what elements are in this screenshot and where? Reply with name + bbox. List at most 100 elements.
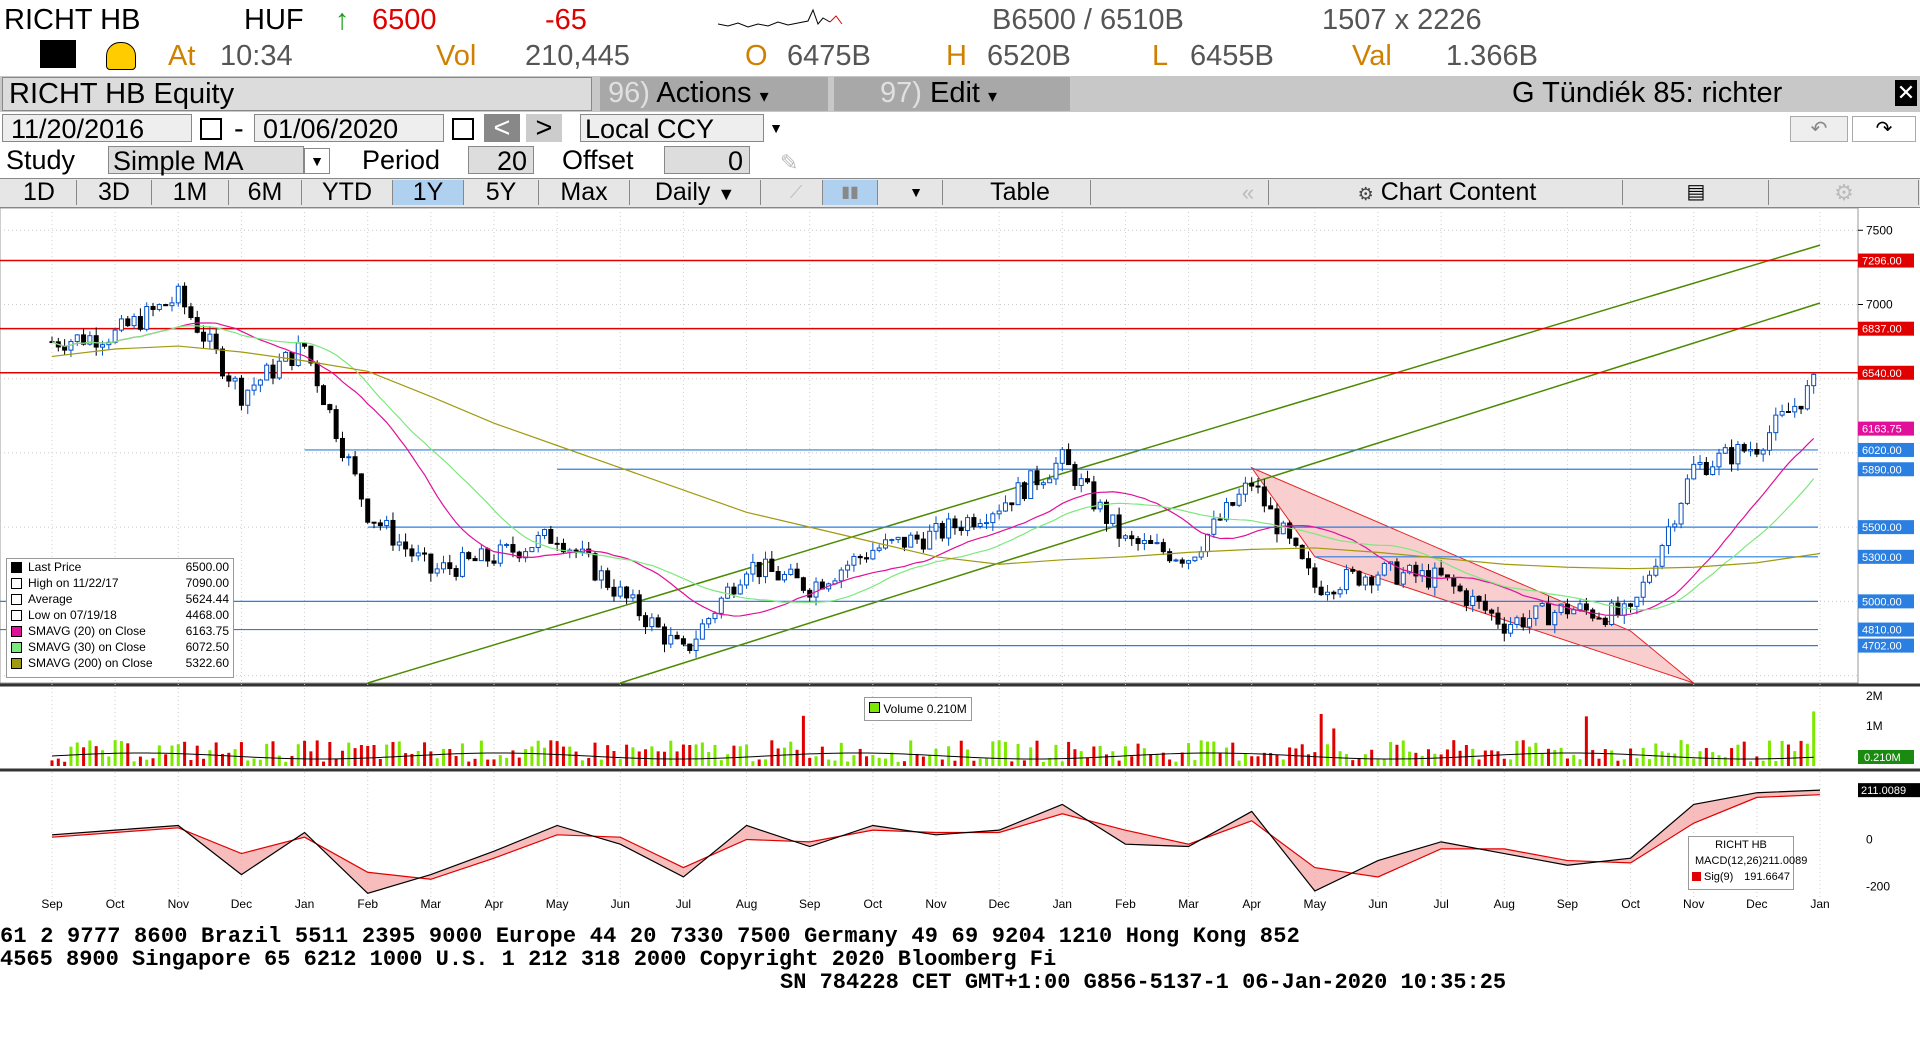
candle xyxy=(523,551,529,559)
candle xyxy=(1495,612,1501,625)
calendar-icon[interactable] xyxy=(452,118,474,140)
candle xyxy=(100,344,106,348)
bar-chart-icon[interactable]: ▮▮ xyxy=(823,180,878,205)
edit-menu[interactable]: 97) Edit ▾ xyxy=(834,77,1070,111)
close-icon[interactable]: ✕ xyxy=(1895,80,1917,106)
chevron-down-icon[interactable]: ▼ xyxy=(769,120,783,136)
volume-bar xyxy=(1477,759,1481,766)
price-tag-label: 6837.00 xyxy=(1862,324,1902,336)
speedometer-icon[interactable] xyxy=(106,42,136,70)
actions-menu[interactable]: 96) Actions ▾ xyxy=(600,77,828,111)
volume-bar xyxy=(902,761,906,766)
chart-content-button[interactable]: ⚙ Chart Content xyxy=(1272,180,1623,205)
monitor-icon[interactable] xyxy=(40,40,76,68)
period-field[interactable]: 20 xyxy=(468,146,534,175)
pencil-icon[interactable]: ✎ xyxy=(780,150,799,175)
volume-bar xyxy=(1269,752,1273,766)
candle xyxy=(1211,518,1217,535)
candle xyxy=(1785,410,1791,413)
settings-icon[interactable]: ⚙ xyxy=(1770,180,1919,205)
volume-bar xyxy=(1591,750,1595,766)
last-time: 10:34 xyxy=(220,40,293,72)
volume-bar xyxy=(1629,748,1633,766)
next-period-button[interactable]: > xyxy=(526,114,562,143)
study-select[interactable]: Simple MA xyxy=(108,146,304,175)
candle xyxy=(1653,565,1659,576)
layout-icon[interactable]: ▤ xyxy=(1624,180,1769,205)
line-chart-icon[interactable]: ⟋ xyxy=(770,180,823,205)
volume-bar xyxy=(1073,749,1077,766)
collapse-icon[interactable]: « xyxy=(1228,180,1269,205)
candle xyxy=(81,334,87,345)
chevron-down-icon[interactable]: ▼ xyxy=(304,148,330,174)
frequency-select[interactable]: Daily ▼ xyxy=(630,180,761,205)
range-max[interactable]: Max xyxy=(539,180,630,205)
candle xyxy=(1223,502,1229,521)
candle xyxy=(365,498,371,523)
volume-bar xyxy=(1711,752,1715,766)
range-1d[interactable]: 1D xyxy=(2,180,77,205)
range-1y[interactable]: 1Y xyxy=(393,180,464,205)
candle xyxy=(1659,545,1665,567)
candle xyxy=(927,530,933,550)
volume-bar xyxy=(719,760,723,766)
candle xyxy=(510,544,516,553)
calendar-icon[interactable] xyxy=(200,118,222,140)
volume-bar xyxy=(732,745,736,766)
start-date-field[interactable]: 11/20/2016 xyxy=(2,114,192,143)
volume-bar xyxy=(1022,760,1026,766)
candle xyxy=(226,375,232,382)
candle xyxy=(1438,567,1444,576)
legend-value: 5322.60 xyxy=(185,656,229,670)
candle xyxy=(870,549,876,560)
volume-bar xyxy=(252,758,256,766)
candle xyxy=(131,316,137,327)
range-1m[interactable]: 1M xyxy=(152,180,229,205)
prev-period-button[interactable]: < xyxy=(484,114,520,143)
price-tag-label: 6540.00 xyxy=(1862,368,1902,380)
range-5y[interactable]: 5Y xyxy=(464,180,539,205)
volume-bar xyxy=(764,759,768,766)
volume-bar xyxy=(359,744,363,766)
candle xyxy=(1053,462,1059,480)
volume-bar xyxy=(164,754,168,766)
currency-select[interactable]: Local CCY xyxy=(580,114,764,143)
candle xyxy=(232,377,238,382)
table-button[interactable]: Table xyxy=(950,180,1091,205)
candle xyxy=(977,523,983,527)
volume-bar xyxy=(814,756,818,766)
candle xyxy=(1009,502,1015,506)
volume-bar xyxy=(1256,756,1260,766)
volume-bar xyxy=(1654,743,1658,766)
candle xyxy=(1047,478,1053,484)
security-field[interactable]: RICHT HB Equity xyxy=(2,77,592,111)
candle xyxy=(466,552,472,560)
range-3d[interactable]: 3D xyxy=(77,180,152,205)
candle xyxy=(1558,603,1564,613)
at-label: At xyxy=(168,40,196,72)
candle xyxy=(1331,591,1337,595)
x-year-label: 2019 xyxy=(1693,911,1720,913)
legend-row: SMAVG (200) on Close 5322.60 xyxy=(7,655,233,671)
candle xyxy=(175,285,181,304)
price-tag xyxy=(1858,549,1914,564)
volume-bar xyxy=(587,757,591,766)
candle xyxy=(1318,586,1324,596)
price-tag xyxy=(1858,365,1914,380)
volume-bar xyxy=(978,758,982,766)
redo-button[interactable]: ↷ xyxy=(1852,116,1916,142)
candle xyxy=(725,586,731,599)
candle xyxy=(377,522,383,527)
range-6m[interactable]: 6M xyxy=(229,180,302,205)
legend-value: 5624.44 xyxy=(185,592,229,606)
candle xyxy=(857,555,863,559)
range-ytd[interactable]: YTD xyxy=(302,180,393,205)
volume-bar xyxy=(1641,747,1645,766)
offset-field[interactable]: 0 xyxy=(664,146,750,175)
end-date-field[interactable]: 01/06/2020 xyxy=(254,114,444,143)
candle xyxy=(1672,523,1678,528)
chart-type-dropdown[interactable]: ▼ xyxy=(890,180,943,205)
undo-button[interactable]: ↶ xyxy=(1790,116,1848,142)
volume-bar xyxy=(145,759,149,766)
volume-bar xyxy=(328,741,332,766)
